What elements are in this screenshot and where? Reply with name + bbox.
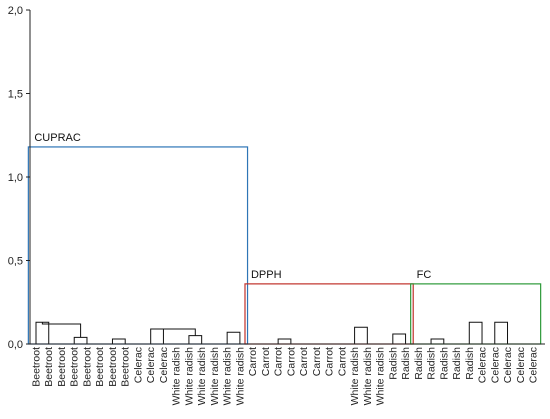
leaf-label: Beetroot [94,347,106,387]
leaf-label: White radish [171,347,183,406]
cluster-label-cuprac: CUPRAC [34,132,81,144]
dendrogram-link [150,328,164,344]
leaf-label: Radish [438,347,450,380]
dendrogram-link [392,333,407,344]
leaf-label: White radish [362,347,374,406]
leaf-label: White radish [222,347,234,406]
leaf-label: Radish [451,347,463,380]
leaf-label: Radish [413,347,425,380]
cluster-box-fc [410,283,542,345]
leaf-label: Beetroot [31,347,43,387]
dendrogram-link [157,328,196,336]
leaf-label: Celerac [489,347,501,383]
dendrogram-link [111,338,126,344]
dendrogram-link [35,321,50,344]
leaf-label: Celerac [477,347,489,383]
leaf-label: Celerac [158,347,170,383]
cluster-box-cuprac [27,146,249,345]
dendrogram-link [494,321,509,344]
y-tick-label: 1,0 [8,172,23,184]
y-tick-label: 0,0 [8,339,23,351]
y-tick-label: 1,5 [8,89,23,101]
leaf-label: Celerac [515,347,527,383]
leaf-label: Radish [387,347,399,380]
leaf-label: Carrot [260,347,272,376]
leaf-label: White radish [349,347,361,406]
dendrogram-link [41,322,82,338]
leaf-label: Beetroot [120,347,132,387]
leaf-label: Beetroot [43,347,55,387]
leaf-label: Beetroot [69,347,81,387]
dendrogram-links [35,321,509,344]
leaf-label: Radish [426,347,438,380]
leaf-label: Carrot [324,347,336,376]
dendrogram-link [277,338,292,344]
leaf-label: Carrot [298,347,310,376]
leaf-label: Radish [400,347,412,380]
dendrogram-link [354,326,368,344]
leaf-label: Celerac [528,347,540,383]
cluster-label-dpph: DPPH [251,269,282,281]
leaf-label: Carrot [311,347,323,376]
leaf-label: Celerac [502,347,514,383]
dendrogram-link [468,321,483,344]
leaf-label: Carrot [336,347,348,376]
leaf-label: White radish [183,347,195,406]
y-tick-label: 2,0 [8,5,23,17]
cluster-label-fc: FC [417,269,432,281]
cluster-boxes: CUPRAC DPPH FC [27,132,542,345]
y-tick-label: 0,5 [8,256,23,268]
dendrogram-link [226,331,241,344]
dendrogram-link [188,335,203,344]
leaf-label: Celerac [145,347,157,383]
leaf-label: Carrot [247,347,259,376]
y-axis: 0,0 0,5 1,0 1,5 2,0 [8,5,545,351]
dendrogram-link [430,338,445,344]
leaf-label: White radish [196,347,208,406]
cluster-box-dpph [244,283,414,345]
leaf-label: White radish [375,347,387,406]
leaf-label: White radish [234,347,246,406]
dendrogram-link [73,336,88,344]
leaf-label: Carrot [273,347,285,376]
leaf-label: Beetroot [107,347,119,387]
leaf-label: Celerac [132,347,144,383]
leaf-label: White radish [209,347,221,406]
leaf-label: Carrot [285,347,297,376]
leaf-labels: Beetroot Beetroot Beetroot Beetroot Beetroot… [31,347,540,406]
leaf-label: Beetroot [56,347,68,387]
leaf-label: Beetroot [81,347,93,387]
leaf-label: Radish [464,347,476,380]
